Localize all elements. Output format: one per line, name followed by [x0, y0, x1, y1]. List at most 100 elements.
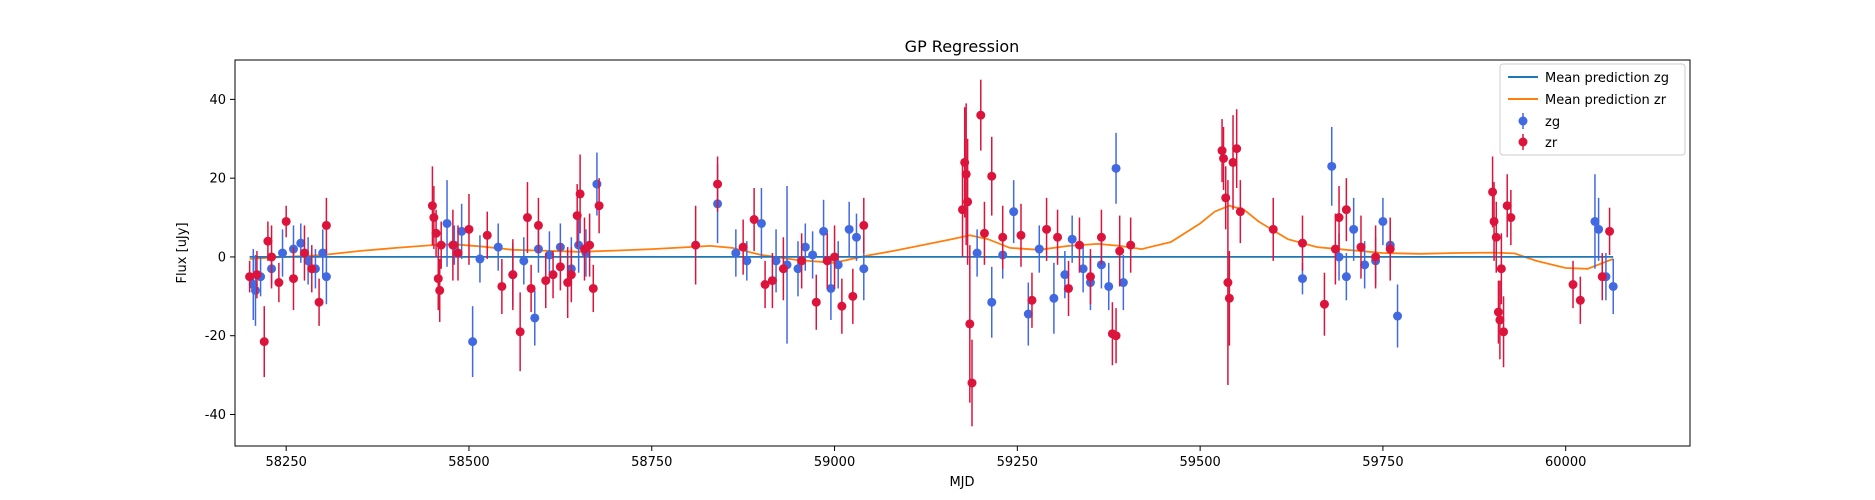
zg-point-1 [250, 285, 260, 295]
zr-point-22 [497, 281, 507, 291]
zr-point-32 [566, 270, 576, 280]
zr-point-29 [548, 270, 558, 280]
zg-point-60 [1341, 272, 1351, 282]
y-tick-label-2: 0 [218, 250, 226, 265]
zr-point-75 [1217, 146, 1227, 156]
zr-point-40 [713, 179, 723, 189]
zr-point-12 [427, 201, 437, 211]
zr-point-87 [1334, 213, 1344, 223]
zr-point-96 [1495, 315, 1505, 325]
y-axis-label: Flux [uJy] [175, 222, 190, 283]
zg-point-9 [318, 248, 328, 258]
zg-point-30 [756, 218, 766, 228]
legend-zg: zg [1545, 115, 1560, 130]
zr-point-42 [749, 215, 759, 225]
zr-point-79 [1224, 293, 1234, 303]
zr-point-15 [433, 274, 443, 284]
zr-point-20 [464, 224, 474, 234]
zr-point-5 [274, 278, 284, 288]
legend-zg-marker [1518, 116, 1528, 126]
zg-point-11 [442, 218, 452, 228]
zr-point-98 [1499, 327, 1509, 337]
zr-point-38 [594, 201, 604, 211]
zg-point-48 [1049, 293, 1059, 303]
zg-point-6 [296, 238, 306, 248]
zg-point-34 [800, 242, 810, 252]
zr-point-28 [541, 276, 551, 286]
zr-point-89 [1356, 242, 1366, 252]
zr-point-44 [767, 276, 777, 286]
zr-point-48 [822, 256, 832, 266]
plot-area [234, 59, 1691, 447]
zr-point-78 [1223, 278, 1233, 288]
zr-point-9 [307, 264, 317, 274]
zr-point-14 [431, 228, 441, 238]
zr-point-57 [965, 319, 975, 329]
y-axis: -40 -20 0 20 40 [205, 93, 235, 423]
zr-point-101 [1568, 280, 1578, 290]
x-tick-label-4: 59250 [997, 455, 1038, 470]
y-tick-label-0: -40 [205, 408, 226, 423]
zr-point-99 [1502, 201, 1512, 211]
zr-point-30 [555, 262, 565, 272]
zr-point-94 [1491, 232, 1501, 242]
zr-point-19 [453, 248, 463, 258]
zg-point-13 [457, 226, 467, 236]
zg-point-40 [851, 232, 861, 242]
zr-point-104 [1605, 226, 1615, 236]
zr-point-103 [1597, 272, 1607, 282]
points-layer [245, 79, 1618, 427]
zr-point-27 [533, 220, 543, 230]
zr-point-1 [252, 270, 262, 280]
zg-point-59 [1334, 252, 1344, 262]
zr-point-83 [1268, 224, 1278, 234]
zr-point-59 [976, 110, 986, 120]
zg-point-4 [278, 248, 288, 258]
zr-point-91 [1385, 244, 1395, 254]
zr-point-80 [1228, 157, 1238, 167]
zr-point-45 [778, 264, 788, 274]
zr-point-60 [979, 228, 989, 238]
zr-point-73 [1115, 246, 1125, 256]
x-tick-label-7: 60000 [1545, 455, 1586, 470]
zr-point-43 [760, 280, 770, 290]
zg-point-28 [731, 248, 741, 258]
zg-point-15 [475, 254, 485, 264]
y-tick-label-3: 20 [209, 172, 226, 187]
zg-point-55 [1111, 163, 1121, 173]
zg-point-61 [1349, 224, 1359, 234]
zr-point-23 [508, 270, 518, 280]
zr-point-31 [563, 278, 573, 288]
zr-point-67 [1064, 283, 1074, 293]
zr-point-46 [797, 256, 807, 266]
zr-point-18 [448, 240, 458, 250]
zr-point-100 [1506, 213, 1516, 223]
legend-zr: zr [1545, 136, 1558, 151]
x-tick-label-2: 58750 [631, 455, 672, 470]
zr-point-61 [987, 171, 997, 181]
zg-point-67 [1590, 216, 1600, 226]
zg-point-70 [1608, 281, 1618, 291]
zg-point-29 [742, 256, 752, 266]
zr-point-36 [585, 240, 595, 250]
zr-point-97 [1496, 264, 1506, 274]
zr-point-95 [1493, 307, 1503, 317]
zr-point-24 [515, 327, 525, 337]
x-tick-label-3: 59000 [814, 455, 855, 470]
zr-point-47 [811, 297, 821, 307]
zr-point-55 [961, 169, 971, 179]
zg-point-51 [1078, 264, 1088, 274]
zr-point-3 [263, 236, 273, 246]
zr-point-6 [281, 216, 291, 226]
legend-mean-zr: Mean prediction zr [1545, 93, 1667, 108]
zr-point-8 [299, 248, 309, 258]
legend-mean-zg: Mean prediction zg [1545, 71, 1669, 86]
zr-point-72 [1111, 331, 1121, 341]
zr-point-92 [1488, 187, 1498, 197]
zg-point-66 [1393, 311, 1403, 321]
legend-box [1499, 63, 1686, 156]
zr-point-16 [435, 285, 445, 295]
zr-point-65 [1042, 224, 1052, 234]
x-axis: 58250 58500 58750 59000 59250 59500 59750 60000 [266, 446, 1586, 470]
